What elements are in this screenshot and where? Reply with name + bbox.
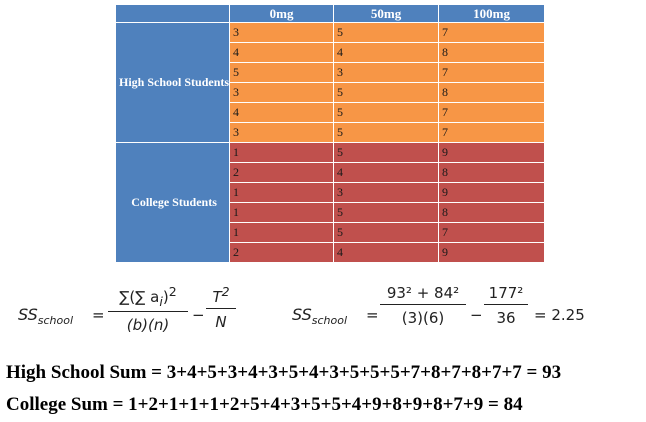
table-row: 3 5 7 bbox=[116, 122, 546, 143]
fraction-1: ∑(∑ ai)2 (b)(n) bbox=[108, 284, 188, 334]
table-cell: 1 bbox=[229, 222, 335, 243]
fraction-4-numerator: 177² bbox=[488, 284, 524, 302]
table-row: College Students 1 5 9 bbox=[114, 142, 546, 263]
table-cell: 8 bbox=[438, 162, 546, 183]
table-row: 2 4 8 bbox=[116, 162, 546, 183]
table-cell: 5 bbox=[229, 62, 335, 83]
table-cell: 1 bbox=[229, 182, 335, 203]
table-cell: 8 bbox=[438, 202, 546, 223]
minus-sign: − bbox=[470, 306, 483, 324]
table-row: 4 5 7 bbox=[116, 102, 546, 123]
high-school-sum: High School Sum = 3+4+5+3+4+3+5+4+3+5+5+… bbox=[6, 362, 562, 383]
fraction-bar bbox=[108, 311, 188, 312]
table-cell: 7 bbox=[438, 22, 546, 43]
fraction-2-numerator: T2 bbox=[212, 284, 230, 306]
table-cell: 4 bbox=[333, 42, 440, 63]
table-row: 1 5 7 bbox=[116, 222, 546, 243]
table-cell: 4 bbox=[229, 42, 335, 63]
equals-sign: = bbox=[92, 306, 105, 324]
fraction-bar bbox=[484, 304, 528, 305]
table-row: 1 5 8 bbox=[116, 202, 546, 223]
fraction-bar bbox=[380, 304, 466, 305]
table-cell: 2 bbox=[229, 242, 335, 263]
fraction-4-denominator: 36 bbox=[496, 309, 516, 327]
table-row: High School Students 3 5 7 bbox=[114, 22, 546, 143]
header-0mg: 0mg bbox=[229, 4, 335, 23]
fraction-1-denominator: (b)(n) bbox=[126, 316, 170, 334]
table-cell: 9 bbox=[438, 142, 546, 163]
fraction-4: 177² 36 bbox=[484, 284, 528, 327]
table-cell: 5 bbox=[333, 222, 440, 243]
table-cell: 5 bbox=[333, 142, 440, 163]
table-cell: 4 bbox=[333, 242, 440, 263]
formula-worked-lhs: SSschool bbox=[292, 305, 348, 328]
table-cell: 3 bbox=[229, 22, 335, 43]
fraction-2-denominator: N bbox=[215, 313, 227, 331]
table-cell: 2 bbox=[229, 162, 335, 183]
fraction-3-numerator: 93² + 84² bbox=[386, 284, 460, 302]
header-blank bbox=[114, 4, 231, 23]
table-cell: 7 bbox=[438, 62, 546, 83]
table-row: 2 4 9 bbox=[116, 242, 546, 263]
table-cell: 7 bbox=[438, 122, 546, 143]
table-cell: 1 bbox=[229, 202, 335, 223]
college-sum: College Sum = 1+2+1+1+1+2+5+4+3+5+5+4+9+… bbox=[6, 394, 523, 415]
table-cell: 3 bbox=[229, 82, 335, 103]
table-cell: 7 bbox=[438, 222, 546, 243]
data-table: 0mg 50mg 100mg High School Students 3 5 … bbox=[114, 4, 546, 263]
fraction-2: T2 N bbox=[206, 284, 236, 331]
table-cell: 5 bbox=[333, 82, 440, 103]
table-cell: 5 bbox=[333, 22, 440, 43]
table-cell: 8 bbox=[438, 82, 546, 103]
minus-sign: − bbox=[192, 306, 205, 324]
table-cell: 9 bbox=[438, 242, 546, 263]
formula-result: = 2.25 bbox=[534, 306, 585, 324]
fraction-bar bbox=[206, 308, 236, 309]
formula-general-lhs: SSschool bbox=[18, 305, 74, 328]
table-row: 3 5 8 bbox=[116, 82, 546, 103]
equals-sign: = bbox=[366, 306, 379, 324]
table-cell: 7 bbox=[438, 102, 546, 123]
group-label-college: College Students bbox=[114, 142, 231, 263]
fraction-3: 93² + 84² (3)(6) bbox=[380, 284, 466, 327]
fraction-1-numerator: ∑(∑ ai)2 bbox=[119, 284, 177, 309]
group-label-high-school: High School Students bbox=[114, 22, 231, 143]
header-100mg: 100mg bbox=[438, 4, 546, 23]
table-cell: 3 bbox=[229, 122, 335, 143]
fraction-3-denominator: (3)(6) bbox=[401, 309, 445, 327]
